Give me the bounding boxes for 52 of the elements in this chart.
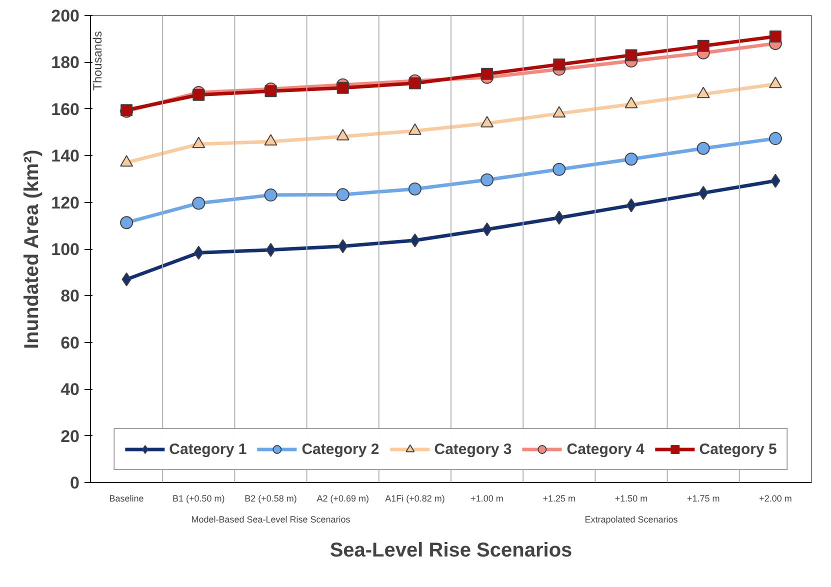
y-tick-label: 120: [51, 193, 80, 212]
y-tick-label: 180: [51, 53, 80, 72]
x-tick-label: B2 (+0.58 m): [244, 494, 297, 504]
point: [626, 198, 636, 212]
point: [696, 142, 710, 155]
point: [408, 77, 421, 90]
text: Extrapolated Scenarios: [584, 514, 678, 524]
point: [336, 82, 349, 94]
legend-label: Category 1: [169, 440, 247, 458]
point: [625, 49, 638, 62]
y-tick-label: 0: [70, 474, 80, 492]
point: [624, 152, 638, 166]
y-tick-label: 140: [51, 146, 80, 166]
y-tick-label: 80: [60, 286, 80, 306]
point: [120, 216, 134, 230]
point: [552, 162, 566, 176]
x-tick-label: +1.75 m: [686, 494, 720, 504]
point: [264, 85, 277, 98]
legend-label: Category 2: [302, 440, 380, 458]
x-tick-label: A2 (+0.69 m): [316, 494, 369, 504]
point: [192, 196, 206, 210]
point: [768, 132, 782, 146]
point: [336, 188, 350, 202]
legend-label: Category 4: [566, 440, 644, 458]
y-tick-label: 20: [60, 426, 80, 446]
text: Model-Based Sea-Level Rise Scenarios: [191, 514, 351, 524]
point: [481, 68, 494, 80]
x-tick-label: A1Fi (+0.82 m): [385, 494, 445, 504]
point: [769, 30, 782, 43]
x-tick-label: Baseline: [109, 494, 144, 504]
x-tick-label: +1.00 m: [470, 494, 504, 504]
y-tick-label: 100: [51, 240, 80, 259]
point: [697, 40, 710, 52]
point: [192, 88, 205, 101]
x-tick-label: B1 (+0.50 m): [172, 494, 225, 504]
y-tick-label: 60: [60, 333, 80, 352]
y-tick-label: 200: [51, 6, 80, 26]
legend-label: Category 3: [434, 440, 512, 458]
point: [408, 182, 422, 196]
legend-label: Category 5: [699, 440, 777, 458]
x-axis-title: Sea-Level Rise Scenarios: [330, 540, 572, 562]
point: [480, 173, 494, 186]
x-tick-label: +1.50 m: [614, 494, 648, 504]
point: [553, 58, 566, 71]
annotation: Thousands: [90, 31, 104, 90]
point: [266, 242, 276, 257]
x-tick-label: +2.00 m: [759, 494, 792, 504]
y-tick-label: 40: [60, 380, 80, 400]
y-axis-title: Inundated Area (km²): [21, 150, 44, 350]
y-tick-label: 160: [51, 100, 80, 119]
point: [264, 188, 278, 202]
x-tick-label: +1.25 m: [542, 494, 576, 504]
